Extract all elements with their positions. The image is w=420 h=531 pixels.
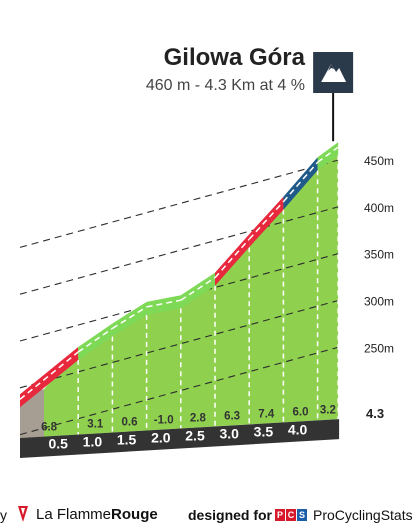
gradient-segment (317, 142, 339, 171)
brand-name-bold: Rouge (111, 505, 158, 523)
profile-fill-layer (20, 143, 339, 438)
gradient-segment (146, 295, 181, 315)
segment-center-dash (19, 351, 79, 400)
segment-center-dash (77, 327, 113, 353)
gridline (19, 346, 339, 436)
gradient-label: 0.6 (122, 417, 138, 429)
vertical-markers-layer (77, 155, 339, 435)
pcs-badge-p: P (275, 509, 285, 521)
chart-subtitle: 460 m - 4.3 Km at 4 % (145, 77, 305, 94)
x-tick-label: 3.5 (254, 423, 274, 439)
segment-center-dash (214, 238, 250, 279)
mountain-snowcap-detail (328, 64, 335, 71)
x-tick-label: 1.5 (117, 432, 137, 448)
chart-title: Gilowa Góra (163, 44, 305, 71)
gradient-label: 6.3 (224, 410, 240, 422)
segment-center-dash (248, 201, 284, 240)
gradient-band-layer (19, 142, 339, 408)
y-tick-label: 250m (364, 341, 394, 355)
segment-center-dash (180, 277, 216, 301)
gridline (19, 253, 339, 342)
gridline (19, 299, 339, 389)
pcs-badge-s: S (297, 509, 307, 521)
gradient-segment (283, 157, 318, 210)
gradient-segment (112, 301, 147, 337)
gradient-segment (215, 234, 250, 286)
y-tick-label: 450m (364, 154, 394, 168)
gradient-segment (20, 347, 79, 408)
segment-center-dash (282, 161, 319, 203)
x-tick-label: 0.5 (48, 436, 68, 452)
gradient-segment (249, 196, 284, 248)
footer: y La Flamme Rouge designed for P C S ProC… (0, 505, 420, 527)
gradient-label: 2.8 (190, 412, 207, 424)
gridline (19, 159, 339, 248)
pcs-badge-c: C (286, 509, 296, 521)
distance-base-layer (20, 419, 340, 458)
y-tick-label: 300m (364, 295, 394, 309)
footer-prefix: y (0, 507, 7, 523)
x-tick-label: 1.0 (83, 434, 103, 450)
gridline (19, 206, 339, 295)
segment-center-dash (146, 299, 181, 308)
summit-marker-layer (313, 52, 354, 142)
pcs-name: ProCyclingStats (313, 507, 413, 523)
gradient-segment (78, 323, 113, 360)
x-tick-label: 4.3 (366, 406, 384, 421)
gridlines-layer (19, 159, 339, 436)
brand-name: La Flamme (36, 505, 112, 523)
distance-band (20, 419, 340, 458)
pcs-logo[interactable]: P C S ProCyclingStats (275, 507, 413, 523)
flamme-rouge-icon (18, 506, 28, 522)
x-tick-label: 2.5 (185, 427, 205, 443)
designed-for-text: designed for (188, 507, 273, 523)
gradient-label: 3.1 (87, 419, 104, 431)
profile-area (20, 143, 339, 438)
gradient-label: 3.2 (320, 405, 336, 417)
segment-center-dash (317, 146, 339, 163)
mountain-summit-icon (321, 64, 347, 82)
y-tick-label: 400m (364, 201, 394, 215)
gradient-label: 6.8 (41, 421, 58, 433)
segment-center-dash (111, 306, 148, 330)
gradient-label: -1.0 (154, 414, 174, 426)
gradient-label: 7.4 (258, 408, 275, 420)
x-tick-label: 2.0 (151, 429, 171, 445)
gradient-label: 6.0 (293, 406, 309, 418)
x-tick-label: 4.0 (288, 421, 308, 437)
gradient-segment (180, 272, 215, 309)
y-tick-label: 350m (364, 248, 394, 262)
la-flamme-rouge-logo[interactable]: La Flamme Rouge (16, 505, 158, 523)
x-tick-label: 3.0 (219, 425, 239, 441)
labels-layer: 250m 300m 350m 400m 450m 6.8 3.1 0.6 -1.0 2.8 6.3 7… (41, 154, 394, 451)
